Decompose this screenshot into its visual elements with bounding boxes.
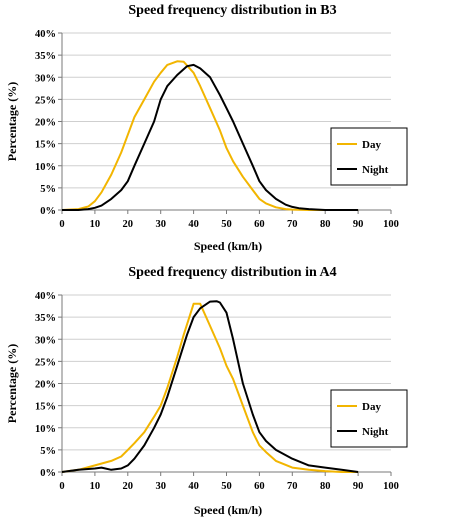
y-tick-label: 10% [35, 162, 56, 173]
chart-title: Speed frequency distribution in A4 [128, 265, 336, 280]
y-tick-label: 15% [35, 140, 56, 151]
y-tick-label: 20% [35, 380, 56, 391]
y-tick-label: 35% [35, 51, 56, 62]
x-tick-label: 90 [353, 219, 364, 230]
y-tick-label: 5% [40, 446, 56, 457]
legend-box [330, 127, 408, 186]
y-tick-label: 40% [35, 29, 56, 40]
x-axis-label: Speed (km/h) [194, 503, 262, 517]
x-tick-label: 10 [90, 219, 101, 230]
x-tick-label: 100 [383, 219, 399, 230]
x-tick-label: 80 [320, 219, 331, 230]
x-tick-label: 40 [188, 219, 199, 230]
x-tick-label: 30 [155, 481, 166, 492]
x-axis-label: Speed (km/h) [194, 239, 262, 253]
series-line-night [61, 300, 359, 473]
chart-title: Speed frequency distribution in B3 [128, 3, 336, 18]
y-tick-label: 25% [35, 357, 56, 368]
series-line-day [61, 60, 359, 211]
y-tick-label: 40% [35, 291, 56, 302]
x-tick-label: 40 [188, 481, 199, 492]
series-line-night [62, 63, 359, 211]
x-tick-label: 30 [155, 219, 166, 230]
y-tick-label: 5% [40, 184, 56, 195]
x-tick-label: 20 [123, 481, 134, 492]
x-tick-label: 90 [353, 481, 364, 492]
x-tick-label: 50 [221, 481, 232, 492]
x-tick-label: 0 [59, 219, 64, 230]
legend-label-day: Day [362, 401, 381, 413]
y-tick-label: 30% [35, 335, 56, 346]
legend-label-night: Night [362, 164, 389, 176]
y-tick-label: 20% [35, 118, 56, 129]
y-tick-label: 0% [40, 468, 56, 479]
y-tick-label: 25% [35, 95, 56, 106]
x-tick-label: 20 [123, 219, 134, 230]
x-tick-label: 70 [287, 219, 298, 230]
y-tick-label: 10% [35, 424, 56, 435]
x-tick-label: 80 [320, 481, 331, 492]
chart-a4: Speed frequency distribution in A4 0% 5% 10… [5, 265, 408, 517]
legend-label-night: Night [362, 426, 389, 438]
y-axis-label: Percentage (%) [5, 344, 19, 423]
legend-box [330, 389, 408, 448]
x-tick-label: 60 [254, 219, 265, 230]
y-tick-label: 0% [40, 206, 56, 217]
y-tick-label: 15% [35, 402, 56, 413]
x-tick-label: 10 [90, 481, 101, 492]
y-tick-label: 30% [35, 73, 56, 84]
y-axis-label: Percentage (%) [5, 82, 19, 161]
x-tick-label: 60 [254, 481, 265, 492]
y-tick-label: 35% [35, 313, 56, 324]
series-line-day [61, 302, 359, 473]
x-tick-label: 70 [287, 481, 298, 492]
x-tick-label: 50 [221, 219, 232, 230]
legend-label-day: Day [362, 139, 381, 151]
x-tick-label: 0 [59, 481, 64, 492]
x-tick-label: 100 [383, 481, 399, 492]
chart-b3: Speed frequency distribution in B3 0% 5% 10… [5, 3, 408, 253]
